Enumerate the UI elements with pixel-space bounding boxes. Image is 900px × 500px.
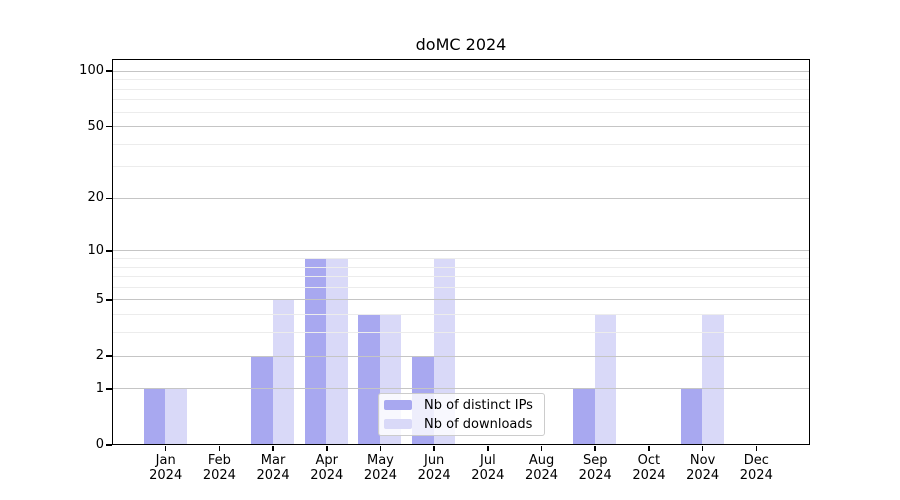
gridline-minor [113, 166, 809, 168]
gridline-major [113, 299, 809, 301]
y-tick [106, 444, 112, 446]
bar-distinct-ips [680, 388, 703, 445]
x-tick [164, 446, 167, 451]
x-tick [326, 446, 328, 451]
x-tick [648, 446, 650, 451]
gridline-minor [113, 286, 809, 288]
chart-title: doMC 2024 [415, 35, 507, 54]
y-tick [106, 355, 112, 357]
y-tick [106, 388, 112, 390]
y-tick [106, 250, 112, 252]
y-tick-label: 2 [95, 348, 104, 363]
legend-swatch-downloads [384, 419, 412, 429]
x-tick-label: Nov 2024 [686, 453, 720, 483]
y-tick [106, 299, 112, 301]
y-tick-label: 0 [95, 437, 104, 452]
y-tick-label: 10 [87, 242, 104, 258]
y-tick-label: 5 [95, 291, 104, 307]
legend-swatch-distinct-ips [384, 400, 412, 410]
gridline-minor [113, 276, 809, 278]
bar-downloads [326, 257, 348, 445]
x-tick-label: Aug 2024 [524, 453, 559, 483]
x-tick-label: Mar 2024 [256, 453, 290, 483]
gridline-minor [113, 314, 809, 316]
x-tick [433, 446, 435, 451]
y-tick [106, 197, 112, 200]
x-tick-label: Jul 2024 [471, 453, 505, 483]
gridline-major [113, 70, 809, 72]
y-tick [106, 125, 112, 128]
x-tick [272, 446, 274, 451]
x-tick-label: Dec 2024 [739, 453, 773, 483]
legend-item-distinct-ips: Nb of distinct IPs [384, 398, 539, 413]
bar-distinct-ips [251, 355, 273, 445]
y-tick [106, 70, 112, 72]
y-tick-label: 1 [95, 380, 104, 396]
bar-distinct-ips [304, 257, 327, 445]
x-tick-label: Jan 2024 [149, 453, 183, 483]
y-tick-label: 50 [87, 118, 104, 134]
bar-distinct-ips [573, 388, 595, 445]
gridline-minor [113, 257, 809, 259]
bar-distinct-ips [358, 314, 380, 445]
x-tick [218, 446, 221, 451]
gridline-major [113, 126, 809, 128]
legend-item-downloads: Nb of downloads [384, 417, 539, 432]
gridline-minor [113, 79, 809, 81]
y-tick-label: 20 [87, 190, 104, 206]
gridline-minor [113, 143, 809, 145]
gridline-major [113, 197, 809, 199]
x-tick-label: Sep 2024 [578, 453, 612, 483]
x-tick-label: Feb 2024 [202, 453, 236, 483]
gridline-minor [113, 99, 809, 101]
x-tick-label: May 2024 [363, 453, 397, 483]
x-tick-label: Oct 2024 [632, 453, 666, 483]
bar-downloads [272, 299, 295, 445]
gridline-minor [113, 111, 809, 113]
gridline-major [113, 388, 809, 390]
bar-downloads [165, 388, 187, 445]
gridline-minor [113, 88, 809, 90]
plot-area [112, 59, 810, 445]
bar-downloads [594, 314, 617, 445]
x-tick [379, 446, 382, 451]
x-tick [594, 446, 596, 451]
gridline-major [113, 250, 809, 252]
x-tick [487, 446, 489, 451]
x-tick [540, 446, 543, 451]
x-tick [701, 446, 704, 451]
y-tick-label: 100 [79, 63, 104, 79]
x-tick [755, 446, 758, 451]
gridline-minor [113, 266, 809, 268]
legend-label-downloads: Nb of downloads [424, 416, 533, 432]
gridline-major [113, 355, 809, 357]
bar-downloads [702, 314, 724, 445]
x-tick-label: Apr 2024 [310, 453, 344, 483]
bar-distinct-ips [143, 388, 166, 445]
gridline-minor [113, 332, 809, 334]
legend: Nb of distinct IPs Nb of downloads [378, 393, 545, 436]
legend-label-distinct-ips: Nb of distinct IPs [424, 397, 533, 413]
x-tick-label: Jun 2024 [417, 453, 451, 483]
